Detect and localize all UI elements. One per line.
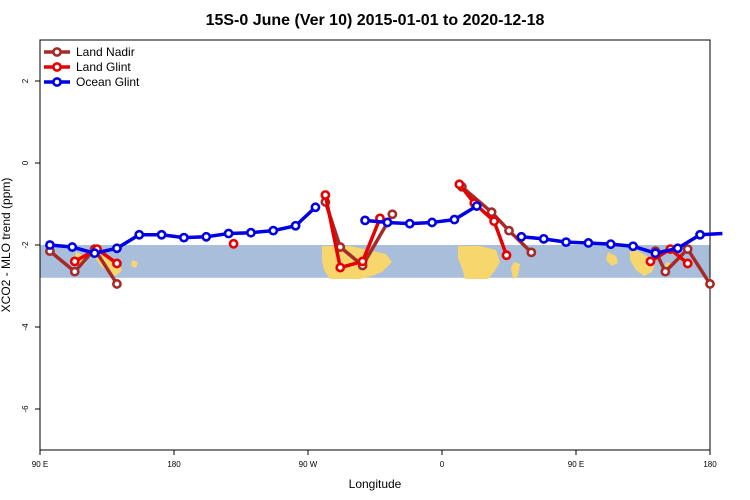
legend-item-land-glint: Land Glint: [44, 60, 131, 74]
data-point-land-nadir: [112, 279, 122, 289]
data-point-ocean-glint: [583, 238, 594, 248]
data-point-ocean-glint: [290, 220, 301, 231]
data-point-ocean-glint: [45, 240, 55, 250]
legend-item-land-nadir: Land Nadir: [44, 45, 135, 59]
data-point-ocean-glint: [268, 225, 279, 236]
data-point-land-nadir: [660, 266, 671, 277]
series-line-land-nadir: [48, 247, 119, 285]
x-tick-label: 180: [167, 460, 181, 469]
data-point-land-nadir: [69, 266, 80, 277]
data-point-ocean-glint: [471, 201, 482, 211]
land-indonesia-west: [95, 248, 122, 276]
y-tick-label: 0: [21, 160, 30, 165]
land-indonesia-east: [630, 248, 655, 276]
series-line-land-glint: [323, 194, 382, 270]
legend-item-ocean-glint: Ocean Glint: [44, 75, 140, 89]
data-point-land-glint: [112, 258, 122, 269]
data-point-land-glint: [335, 262, 346, 273]
data-point-land-nadir: [705, 279, 715, 289]
data-point-land-nadir: [387, 209, 398, 220]
data-point-ocean-glint: [695, 229, 705, 240]
x-tick-label: 0: [440, 460, 445, 469]
data-point-land-glint: [489, 216, 500, 227]
legend-label: Ocean Glint: [76, 75, 140, 89]
x-axis: 90 E 180 90 W 0 90 E 180: [32, 450, 717, 469]
data-point-ocean-glint: [246, 227, 256, 238]
data-point-ocean-glint: [449, 214, 460, 225]
data-point-ocean-glint: [605, 239, 616, 250]
data-point-ocean-glint: [538, 233, 549, 244]
data-point-ocean-glint: [382, 217, 393, 228]
data-point-land-glint: [682, 258, 693, 269]
data-point-ocean-glint: [561, 237, 571, 248]
data-point-ocean-glint: [201, 231, 212, 242]
x-tick-label: 180: [703, 460, 717, 469]
y-axis: 2 0 -2 -4 -6: [21, 78, 40, 413]
data-point-land-nadir: [526, 247, 537, 258]
land-islands-east: [606, 252, 618, 266]
data-point-land-nadir: [682, 244, 693, 254]
y-tick-label: -4: [21, 323, 30, 331]
data-point-land-glint: [320, 190, 331, 200]
land-madagascar: [511, 262, 520, 279]
data-point-land-glint: [501, 250, 512, 261]
x-tick-label: 90 W: [299, 460, 318, 469]
data-point-land-glint: [69, 256, 80, 267]
data-point-ocean-glint: [112, 243, 122, 254]
y-tick-label: -6: [21, 405, 30, 413]
series-line-ocean-glint: [521, 231, 723, 255]
chart-title: 15S-0 June (Ver 10) 2015-01-01 to 2020-1…: [206, 12, 545, 29]
data-point-ocean-glint: [628, 241, 638, 252]
y-tick-label: 2: [21, 78, 30, 83]
data-point-ocean-glint: [672, 243, 683, 254]
data-point-land-glint: [454, 179, 465, 190]
data-point-ocean-glint: [650, 248, 661, 259]
y-tick-label: -2: [21, 241, 30, 249]
series-layer: [45, 179, 723, 289]
data-point-land-glint: [357, 256, 368, 267]
legend-marker: [52, 47, 62, 57]
data-point-ocean-glint: [156, 229, 167, 240]
data-point-land-nadir: [504, 225, 514, 236]
series-line-land-nadir: [653, 247, 712, 285]
data-point-land-glint: [228, 238, 239, 249]
land-islands-west: [131, 260, 138, 268]
y-axis-label: XCO2 - MLO trend (ppm): [0, 178, 13, 313]
data-point-land-nadir: [486, 207, 497, 218]
data-point-ocean-glint: [223, 228, 234, 239]
data-point-ocean-glint: [67, 242, 78, 252]
land-africa: [458, 246, 500, 279]
x-tick-label: 90 E: [32, 460, 48, 469]
legend-label: Land Nadir: [76, 45, 135, 59]
legend-marker: [52, 77, 62, 87]
series-line-land-glint: [457, 183, 509, 256]
data-point-ocean-glint: [310, 202, 321, 213]
legend-label: Land Glint: [76, 60, 131, 74]
data-point-ocean-glint: [134, 229, 145, 240]
data-point-ocean-glint: [427, 217, 437, 228]
data-point-ocean-glint: [89, 248, 100, 259]
x-axis-label: Longitude: [349, 477, 402, 491]
legend-marker: [52, 62, 62, 72]
x-tick-label: 90 E: [568, 460, 584, 469]
data-point-ocean-glint: [360, 215, 370, 226]
data-point-land-glint: [645, 256, 656, 267]
data-point-ocean-glint: [179, 232, 189, 243]
data-point-ocean-glint: [516, 231, 527, 242]
series-ocean-glint: [45, 201, 723, 259]
data-point-ocean-glint: [404, 218, 415, 229]
